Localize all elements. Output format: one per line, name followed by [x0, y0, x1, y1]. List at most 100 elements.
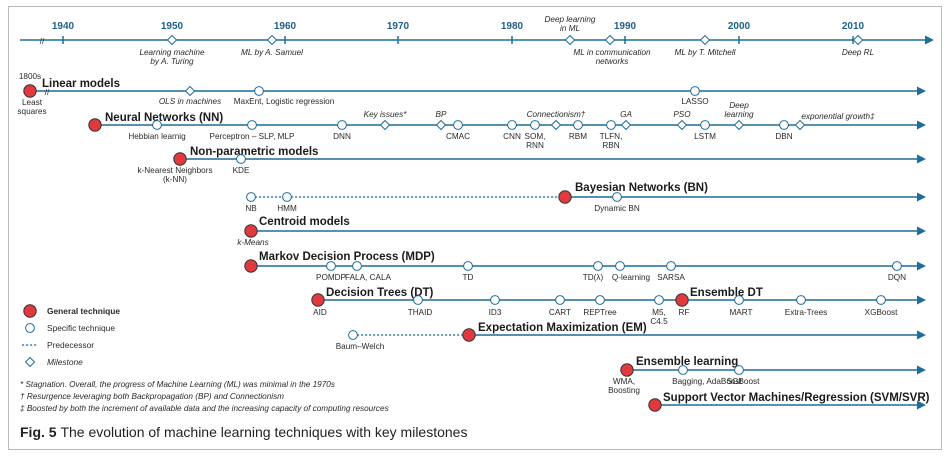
technique-label: CNN [503, 132, 521, 141]
technique-label: M5, [652, 308, 666, 317]
caption-text: The evolution of machine learning techni… [57, 424, 468, 440]
technique-label: TLFN, [600, 132, 623, 141]
technique-label: FALA, CALA [345, 273, 392, 282]
specific-technique-marker [877, 296, 886, 305]
track-title: Centroid models [259, 216, 350, 228]
technique-label: AID [313, 308, 327, 317]
track-title: Bayesian Networks (BN) [575, 182, 708, 194]
milestone-label: Deep learning [545, 15, 596, 24]
technique-label: LSTM [694, 132, 716, 141]
technique-label: Boosting [608, 386, 640, 395]
technique-label: Dynamic BN [594, 204, 640, 213]
specific-technique-marker [153, 121, 162, 130]
specific-technique-marker [454, 121, 463, 130]
year-label: 1960 [274, 21, 297, 32]
technique-label: DBN [775, 132, 792, 141]
technique-label: RBM [569, 132, 587, 141]
legend-label: Specific technique [47, 323, 115, 333]
technique-label: SGBoost [727, 377, 760, 386]
milestone-label: learning [724, 110, 754, 119]
specific-technique-marker [353, 262, 362, 271]
milestone-label: by A. Turing [150, 57, 194, 66]
specific-technique-marker [735, 296, 744, 305]
milestone-label: Deep RL [842, 48, 874, 57]
arrowhead [925, 36, 934, 45]
specific-technique-marker [349, 331, 358, 340]
milestone-marker [381, 121, 390, 130]
technique-label: MART [729, 308, 752, 317]
technique-label: WMA, [613, 377, 635, 386]
technique-label: Perceptron – SLP, MLP [210, 132, 295, 141]
year-label: 1970 [387, 21, 410, 32]
technique-label: k-Means [237, 238, 268, 247]
milestone-label: networks [596, 57, 629, 66]
track-title: Markov Decision Process (MDP) [259, 251, 435, 263]
footnote: ‡ Boosted by both the increment of avail… [20, 404, 389, 413]
milestone-label: ML in communication [573, 48, 651, 57]
technique-label: RBN [602, 141, 619, 150]
milestone-marker [268, 36, 277, 45]
milestone-label: Connectionism† [527, 110, 586, 119]
specific-technique-marker [735, 366, 744, 375]
specific-technique-marker [255, 87, 264, 96]
specific-technique-marker [237, 155, 246, 164]
milestone-marker [622, 121, 631, 130]
specific-technique-marker [247, 193, 256, 202]
milestone-label: exponential growth‡ [801, 112, 875, 121]
milestone-label: PSO [673, 110, 691, 119]
bayesian-networks-general [559, 191, 571, 203]
technique-label: HMM [277, 204, 297, 213]
specific-technique-marker [607, 121, 616, 130]
milestone-marker [566, 36, 575, 45]
milestone-marker [701, 36, 710, 45]
specific-technique-marker [667, 262, 676, 271]
technique-label: Hebbian learnig [128, 132, 186, 141]
milestone-marker [854, 36, 863, 45]
mdp-general [245, 260, 257, 272]
specific-technique-marker [701, 121, 710, 130]
arrowhead [917, 331, 926, 340]
milestone-label: in ML [560, 24, 580, 33]
technique-label: ID3 [489, 308, 502, 317]
technique-label: POMDP [316, 273, 347, 282]
milestone-label: GA [620, 110, 632, 119]
technique-label: SOM, [525, 132, 546, 141]
milestone-marker [168, 36, 177, 45]
track-title: Ensemble DT [690, 287, 763, 299]
specific-technique-marker [797, 296, 806, 305]
technique-label: THAID [408, 308, 433, 317]
milestone-marker [552, 121, 561, 130]
milestone-marker [606, 36, 615, 45]
specific-technique-marker [248, 121, 257, 130]
milestone-label: ML by A. Samuel [241, 48, 303, 57]
arrowhead [917, 87, 926, 96]
legend-label: General technique [47, 306, 120, 316]
caption-figure-number: Fig. 5 [20, 424, 57, 440]
arrowhead [917, 296, 926, 305]
centroid-models-general [245, 225, 257, 237]
technique-label: SARSA [657, 273, 685, 282]
technique-label: CMAC [446, 132, 470, 141]
svm-general [649, 399, 661, 411]
specific-technique-marker [616, 262, 625, 271]
ensemble-dt-general [676, 294, 688, 306]
em-general [463, 329, 475, 341]
milestone-label: Key issues* [364, 110, 408, 119]
technique-label: Baum–Welch [336, 342, 385, 351]
technique-label: DQN [888, 273, 906, 282]
track-title: Support Vector Machines/Regression (SVM/… [663, 392, 930, 404]
year-label: 2000 [728, 21, 751, 32]
milestone-label: OLS in machines [159, 97, 221, 106]
technique-label: RF [679, 308, 690, 317]
technique-label: LASSO [681, 97, 708, 106]
legend-general-marker [24, 305, 36, 317]
technique-label: C4.5 [650, 317, 668, 326]
technique-label: TD(λ) [583, 273, 604, 282]
technique-label: (k-NN) [163, 175, 187, 184]
technique-label: k-Nearest Neighbors [137, 166, 212, 175]
arrowhead [917, 262, 926, 271]
decision-trees-general [312, 294, 324, 306]
track-title: Expectation Maximization (EM) [478, 322, 647, 334]
specific-technique-marker [574, 121, 583, 130]
